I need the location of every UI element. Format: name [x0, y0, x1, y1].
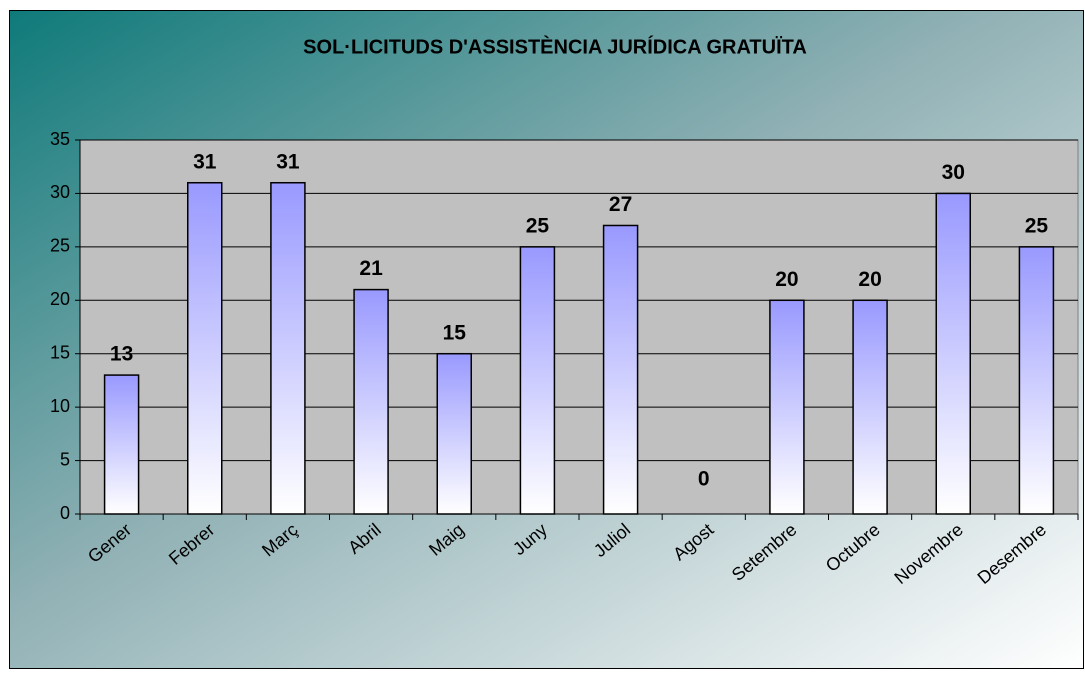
y-tick-label: 25 [50, 236, 70, 256]
bar [519, 246, 556, 515]
data-label: 20 [775, 268, 798, 291]
bar [1018, 246, 1055, 515]
y-tick-label: 35 [50, 129, 70, 149]
data-label: 15 [443, 321, 467, 344]
data-label: 31 [276, 150, 300, 173]
data-label: 20 [858, 268, 881, 291]
y-tick-label: 15 [50, 342, 70, 362]
data-label: 25 [526, 214, 550, 237]
bar [602, 224, 639, 515]
bar [353, 288, 389, 515]
y-tick-label: 30 [50, 182, 70, 202]
bar [769, 299, 805, 515]
bar [935, 192, 971, 515]
data-label: 0 [698, 468, 710, 491]
y-tick-label: 10 [50, 396, 70, 416]
bar [270, 181, 306, 515]
bar [852, 299, 888, 515]
y-tick-label: 5 [60, 449, 70, 469]
data-label: 13 [110, 343, 133, 366]
bar [187, 181, 223, 515]
plot-area [79, 139, 1079, 515]
data-label: 25 [1025, 214, 1049, 237]
data-label: 27 [609, 193, 632, 216]
bar [436, 352, 472, 515]
data-label: 21 [359, 257, 383, 280]
y-tick-label: 20 [50, 289, 70, 309]
data-label: 31 [193, 150, 217, 173]
bar [103, 374, 140, 515]
data-label: 30 [942, 161, 965, 184]
chart-title: SOL·LICITUDS D'ASSISTÈNCIA JURÍDICA GRAT… [303, 35, 807, 58]
y-tick-label: 0 [60, 503, 70, 523]
